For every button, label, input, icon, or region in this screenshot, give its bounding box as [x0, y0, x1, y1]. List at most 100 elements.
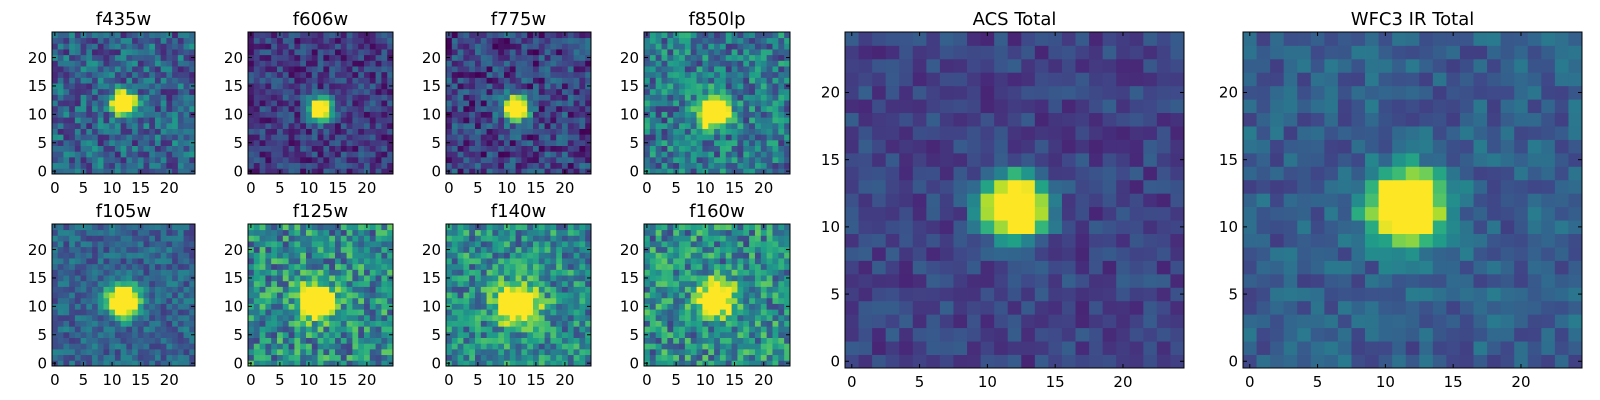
heatmap-cell — [725, 54, 732, 61]
heatmap-cell — [346, 354, 353, 361]
heatmap-cell — [702, 292, 709, 299]
heatmap-cell — [469, 224, 476, 231]
heatmap-cell — [172, 162, 179, 169]
heatmap-cell — [504, 337, 511, 344]
heatmap-cell — [282, 54, 289, 61]
heatmap-cell — [109, 343, 116, 350]
heatmap-cell — [80, 331, 87, 338]
heatmap-cell — [562, 156, 569, 164]
heatmap-cell — [80, 100, 87, 107]
heatmap-cell — [469, 252, 476, 259]
heatmap-cell — [288, 32, 295, 39]
heatmap-cell — [562, 128, 569, 135]
heatmap-cell — [743, 32, 750, 39]
heatmap-cell — [544, 337, 551, 344]
heatmap-cell — [317, 60, 324, 67]
heatmap-cell — [103, 258, 110, 265]
heatmap-cell — [696, 309, 703, 316]
heatmap-cell — [346, 54, 353, 61]
heatmap-cell — [381, 100, 388, 107]
heatmap-cell — [754, 60, 762, 67]
heatmap-cell — [189, 229, 196, 236]
heatmap-cell — [126, 111, 133, 118]
heatmap-cell — [120, 343, 127, 350]
heatmap-cell — [311, 49, 318, 56]
heatmap-cell — [778, 94, 785, 101]
heatmap-cell — [469, 235, 476, 242]
heatmap-cell — [364, 162, 371, 169]
heatmap-cell — [172, 151, 179, 158]
heatmap-cell — [86, 331, 93, 338]
heatmap-cell — [109, 303, 116, 310]
heatmap-cell — [492, 241, 499, 248]
heatmap-cell — [714, 320, 721, 327]
heatmap-cell — [760, 54, 768, 61]
heatmap-cell — [120, 331, 127, 338]
heatmap-cell — [294, 83, 301, 90]
heatmap-cell — [731, 326, 738, 333]
heatmap-cell — [323, 94, 330, 101]
heatmap-cell — [579, 151, 586, 158]
heatmap-cell — [317, 241, 324, 248]
heatmap-cell — [708, 162, 715, 169]
heatmap-cell — [311, 229, 318, 236]
heatmap-cell — [57, 224, 64, 231]
heatmap-cell — [667, 43, 674, 50]
heatmap-cell — [655, 60, 662, 67]
heatmap-cell — [103, 37, 110, 44]
heatmap-cell — [469, 360, 476, 367]
heatmap-cell — [550, 128, 557, 135]
heatmap-cell — [550, 168, 557, 175]
heatmap-cell — [103, 145, 110, 152]
heatmap-cell — [97, 122, 104, 129]
heatmap-cell — [749, 134, 756, 141]
heatmap-cell — [702, 139, 709, 146]
heatmap-cell — [126, 348, 133, 356]
heatmap-cell — [655, 128, 662, 135]
heatmap-cell — [492, 151, 499, 158]
heatmap-cell — [673, 151, 680, 158]
heatmap-cell — [265, 269, 272, 276]
heatmap-cell — [778, 309, 785, 316]
heatmap-cell — [114, 77, 122, 84]
heatmap-cell — [521, 258, 528, 265]
heatmap-cell — [329, 156, 336, 164]
heatmap-cell — [143, 37, 150, 44]
heatmap-cell — [585, 320, 592, 327]
heatmap-cell — [103, 105, 110, 112]
heatmap-cell — [271, 100, 278, 107]
heatmap-cell — [585, 71, 592, 78]
heatmap-cell — [381, 224, 388, 231]
heatmap-cell — [346, 252, 353, 259]
heatmap-cell — [766, 343, 773, 350]
heatmap-cell — [317, 151, 324, 158]
heatmap-cell — [451, 348, 458, 356]
heatmap-cell — [335, 71, 342, 78]
heatmap-cell — [166, 275, 173, 282]
heatmap-cell — [369, 337, 376, 344]
heatmap-cell — [778, 156, 785, 164]
y-tick-label: 0 — [37, 162, 47, 180]
heatmap-cell — [172, 168, 179, 175]
heatmap-cell — [725, 343, 732, 350]
heatmap-cell — [126, 100, 133, 107]
heatmap-cell — [92, 145, 99, 152]
heatmap-cell — [708, 145, 715, 152]
heatmap-cell — [573, 77, 580, 84]
heatmap-cell — [504, 246, 511, 253]
heatmap-cell — [714, 43, 721, 50]
heatmap-cell — [352, 54, 359, 61]
heatmap-cell — [562, 60, 569, 67]
heatmap-cell — [579, 252, 586, 259]
heatmap-cell — [690, 88, 697, 95]
axes-frame — [51, 31, 196, 175]
heatmap-cell — [778, 32, 785, 39]
heatmap-cell — [521, 54, 528, 61]
heatmap-cell — [533, 134, 540, 141]
heatmap-cell — [772, 297, 779, 304]
heatmap-cell — [381, 275, 388, 282]
heatmap-cell — [567, 151, 574, 158]
heatmap-cell — [673, 162, 680, 169]
heatmap-cell — [515, 88, 522, 95]
heatmap-cell — [504, 303, 511, 310]
